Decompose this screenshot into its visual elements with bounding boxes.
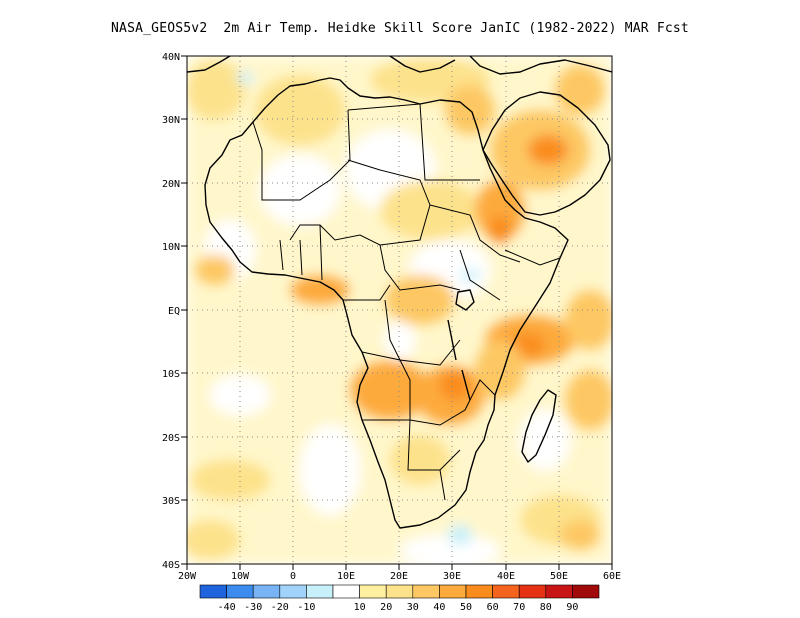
lat-label: EQ <box>168 306 180 317</box>
colorbar-swatch <box>439 584 467 599</box>
colorbar-swatch <box>226 584 254 599</box>
colorbar-swatch <box>572 584 600 599</box>
lon-label: 20E <box>390 571 408 582</box>
colorbar-swatch <box>199 584 227 599</box>
colorbar-swatch <box>306 584 334 599</box>
colorbar-label: 20 <box>380 602 392 613</box>
lon-label: 10W <box>231 571 250 582</box>
colorbar-label: 10 <box>354 602 366 613</box>
lat-label: 40S <box>162 560 180 571</box>
country-borders <box>252 103 561 501</box>
lat-label: 20S <box>162 433 180 444</box>
colorbar-swatch <box>385 584 414 599</box>
latitude-labels: 40N 30N 20N 10N EQ 10S 20S 30S 40S <box>162 52 180 571</box>
colorbar-swatch <box>332 584 360 599</box>
lat-label: 10N <box>162 242 180 253</box>
colorbar-label: 90 <box>566 602 578 613</box>
map-title: NASA_GEOS5v2 2m Air Temp. Heidke Skill S… <box>111 21 689 36</box>
colorbar-swatch <box>545 584 573 599</box>
colorbar-swatch <box>252 584 281 599</box>
lon-label: 60E <box>603 571 621 582</box>
lon-label: 10E <box>337 571 355 582</box>
colorbar-swatch <box>518 584 547 599</box>
lat-label: 30S <box>162 496 180 507</box>
colorbar-label: -10 <box>297 602 315 613</box>
colorbar-label: 30 <box>407 602 419 613</box>
lon-label: 20W <box>178 571 197 582</box>
colorbar-swatch <box>359 584 387 599</box>
colorbar-label: 80 <box>540 602 552 613</box>
lat-label: 40N <box>162 52 180 63</box>
colorbar-swatch <box>279 584 307 599</box>
lat-label: 10S <box>162 369 180 380</box>
lon-label: 40E <box>497 571 515 582</box>
colorbar-swatch <box>412 584 440 599</box>
colorbar-label: 70 <box>513 602 525 613</box>
colorbar: -40 -30 -20 -10 10 20 30 40 50 60 70 80 90 <box>199 584 600 613</box>
colorbar-swatch <box>465 584 493 599</box>
colorbar-label: 60 <box>487 602 499 613</box>
tick-marks <box>181 55 613 570</box>
lat-label: 30N <box>162 115 180 126</box>
colorbar-label: -20 <box>271 602 289 613</box>
colorbar-swatch <box>492 584 520 599</box>
colorbar-label: -40 <box>218 602 236 613</box>
colorbar-label: 40 <box>433 602 445 613</box>
coastlines <box>187 56 612 529</box>
lon-label: 0 <box>290 571 296 582</box>
colorbar-label: 50 <box>460 602 472 613</box>
longitude-labels: 20W 10W 0 10E 20E 30E 40E 50E 60E <box>178 571 621 582</box>
lon-label: 30E <box>443 571 461 582</box>
lat-label: 20N <box>162 179 180 190</box>
graticule <box>187 56 612 564</box>
colorbar-label: -30 <box>244 602 262 613</box>
lon-label: 50E <box>550 571 568 582</box>
